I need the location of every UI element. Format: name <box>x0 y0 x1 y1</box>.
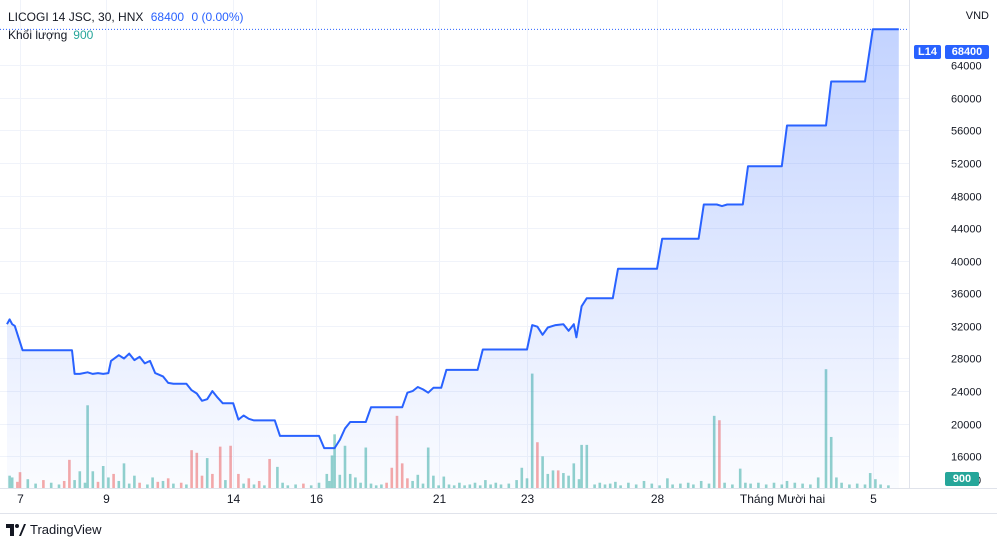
y-tick-label: 56000 <box>951 126 982 138</box>
y-tick-label: 64000 <box>951 61 982 73</box>
y-tick-label: 48000 <box>951 192 982 204</box>
symbol-title: LICOGI 14 JSC, 30, HNX <box>8 10 144 24</box>
y-tick-label: 32000 <box>951 322 982 334</box>
y-tick-label: 40000 <box>951 257 982 269</box>
y-axis: 16000 20000 24000 28000 32000 36000 40000 44000… <box>951 61 982 488</box>
price-area <box>7 29 899 489</box>
x-tick-label: Tháng Mười hai <box>740 492 825 506</box>
y-tick-label: 20000 <box>951 420 982 432</box>
tradingview-logo[interactable]: TradingView <box>6 522 102 537</box>
x-tick-label: 16 <box>310 492 324 506</box>
x-tick-label: 5 <box>870 492 877 506</box>
volume-badge: 900 <box>945 472 979 486</box>
y-tick-label: 52000 <box>951 159 982 171</box>
y-tick-label: 44000 <box>951 224 982 236</box>
tradingview-icon <box>6 523 26 536</box>
x-tick-label: 14 <box>227 492 241 506</box>
y-tick-label: 16000 <box>951 452 982 464</box>
x-tick-label: 9 <box>103 492 110 506</box>
x-tick-label: 7 <box>17 492 24 506</box>
y-tick-label: 24000 <box>951 387 982 399</box>
volume-value: 900 <box>73 28 94 42</box>
volume-legend: Khối lượng 900 <box>8 27 93 43</box>
price-change: 0 (0.00%) <box>191 10 244 24</box>
x-axis: 7 9 14 16 21 23 28 Tháng Mười hai 5 <box>17 492 877 506</box>
chart-legend: LICOGI 14 JSC, 30, HNX 68400 0 (0.00%) <box>8 9 243 25</box>
price-line <box>6 28 899 450</box>
x-tick-label: 23 <box>521 492 535 506</box>
symbol-tag-badge: L14 <box>914 45 941 59</box>
volume-label: Khối lượng <box>8 28 68 42</box>
y-tick-label: 60000 <box>951 94 982 106</box>
brand-name: TradingView <box>30 522 102 537</box>
y-tick-label: 36000 <box>951 289 982 301</box>
x-tick-label: 28 <box>651 492 665 506</box>
y-tick-label: 28000 <box>951 354 982 366</box>
x-tick-label: 21 <box>433 492 447 506</box>
last-price-badge: 68400 <box>945 45 989 59</box>
currency-label: VND <box>965 10 989 22</box>
last-price: 68400 <box>150 10 185 24</box>
